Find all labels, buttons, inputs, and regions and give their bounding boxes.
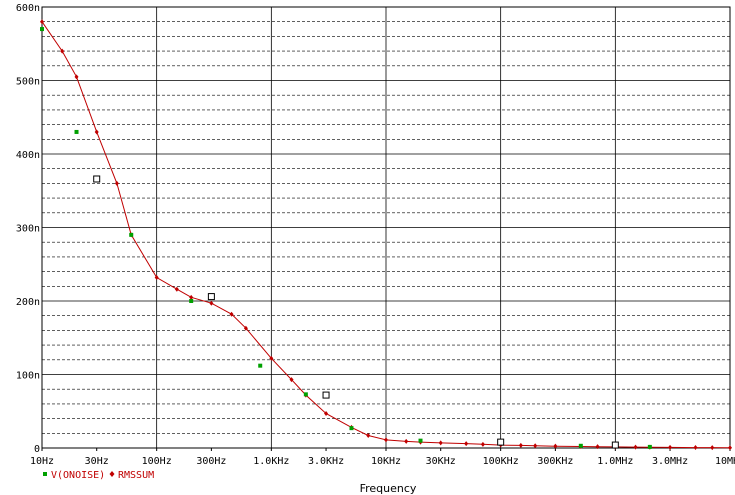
- rmssum-point: [710, 445, 715, 451]
- rmssum-point: [154, 274, 159, 280]
- x-axis: 10Hz 30Hz 100Hz 300Hz 1.0KHz 3.0KHz 10KHz 30KHz…: [30, 448, 735, 467]
- x-tick-label: 100Hz: [142, 456, 172, 467]
- rmssum-point: [229, 311, 234, 317]
- x-axis-title: Frequency: [360, 482, 417, 495]
- rmssum-point: [464, 441, 469, 447]
- rmssum-point: [438, 440, 443, 446]
- rmssum-point: [366, 433, 371, 439]
- legend-marker-v-onoise: [43, 472, 47, 476]
- legend-label-v-onoise: V(ONOISE): [51, 470, 105, 481]
- y-tick-label: 0: [34, 444, 40, 455]
- rmssum-point: [404, 438, 409, 444]
- cursor-box: [93, 175, 101, 183]
- rmssum-point: [289, 377, 294, 383]
- v-onoise-point: [74, 129, 79, 134]
- v-onoise-point: [258, 363, 263, 368]
- rmssum-point: [324, 410, 329, 416]
- y-tick-label: 200n: [16, 297, 40, 308]
- y-tick-label: 100n: [16, 371, 40, 382]
- cursor-box: [497, 438, 505, 446]
- x-tick-label: 30KHz: [426, 456, 456, 467]
- cursor-box: [611, 441, 619, 449]
- rmssum-point: [269, 355, 274, 361]
- v-onoise-point: [647, 444, 652, 449]
- rmssum-point: [384, 437, 388, 443]
- grid: [41, 6, 731, 449]
- rmssum-point: [189, 294, 194, 300]
- rmssum-point: [480, 441, 485, 447]
- x-tick-label: 3.0MHz: [652, 456, 688, 467]
- x-tick-label: 10Hz: [30, 456, 54, 467]
- legend[interactable]: V(ONOISE) RMSSUM: [43, 470, 154, 481]
- v-onoise-point: [40, 27, 44, 32]
- rmssum-point: [633, 444, 638, 450]
- rmssum-point: [243, 325, 248, 331]
- cursor-box: [322, 391, 330, 399]
- y-tick-label: 300n: [16, 224, 40, 235]
- rmssum-point: [209, 300, 214, 306]
- y-tick-label: 500n: [16, 77, 40, 88]
- rmssum-point: [40, 19, 44, 25]
- rmssum-point: [728, 445, 732, 451]
- rmssum-point: [693, 445, 698, 451]
- x-tick-label: 300Hz: [196, 456, 226, 467]
- y-axis: 0 100n 200n 300n 400n 500n 600n: [16, 3, 40, 455]
- x-tick-label: 100KHz: [483, 456, 519, 467]
- y-tick-label: 400n: [16, 150, 40, 161]
- x-tick-label: 3.0KHz: [308, 456, 344, 467]
- series-markers: [40, 19, 732, 451]
- rmssum-point: [114, 180, 119, 186]
- v-onoise-point: [418, 438, 423, 443]
- v-onoise-point: [129, 232, 134, 237]
- rmssum-point: [174, 286, 179, 292]
- cursor-box: [207, 293, 215, 301]
- x-tick-label: 10MHz: [715, 456, 735, 467]
- x-tick-label: 1.0MHz: [597, 456, 633, 467]
- rmssum-point: [533, 443, 538, 449]
- legend-label-rmssum: RMSSUM: [118, 470, 154, 481]
- rmssum-point: [74, 74, 79, 80]
- cursor-markers: [93, 175, 619, 449]
- v-onoise-point: [189, 299, 194, 303]
- y-tick-label: 600n: [16, 3, 40, 14]
- rmssum-point: [668, 444, 673, 450]
- legend-marker-rmssum: [109, 471, 115, 477]
- x-tick-label: 300KHz: [537, 456, 573, 467]
- rmssum-point: [60, 48, 65, 54]
- rmssum-point: [553, 443, 558, 449]
- rmssum-point: [595, 444, 600, 450]
- v-onoise-point: [349, 426, 354, 431]
- x-tick-label: 1.0KHz: [253, 456, 289, 467]
- rmssum-point: [518, 442, 523, 448]
- rmssum-point: [94, 129, 99, 135]
- v-onoise-point: [303, 392, 308, 397]
- x-tick-label: 10KHz: [371, 456, 401, 467]
- v-onoise-point: [578, 443, 583, 448]
- x-tick-label: 30Hz: [85, 456, 109, 467]
